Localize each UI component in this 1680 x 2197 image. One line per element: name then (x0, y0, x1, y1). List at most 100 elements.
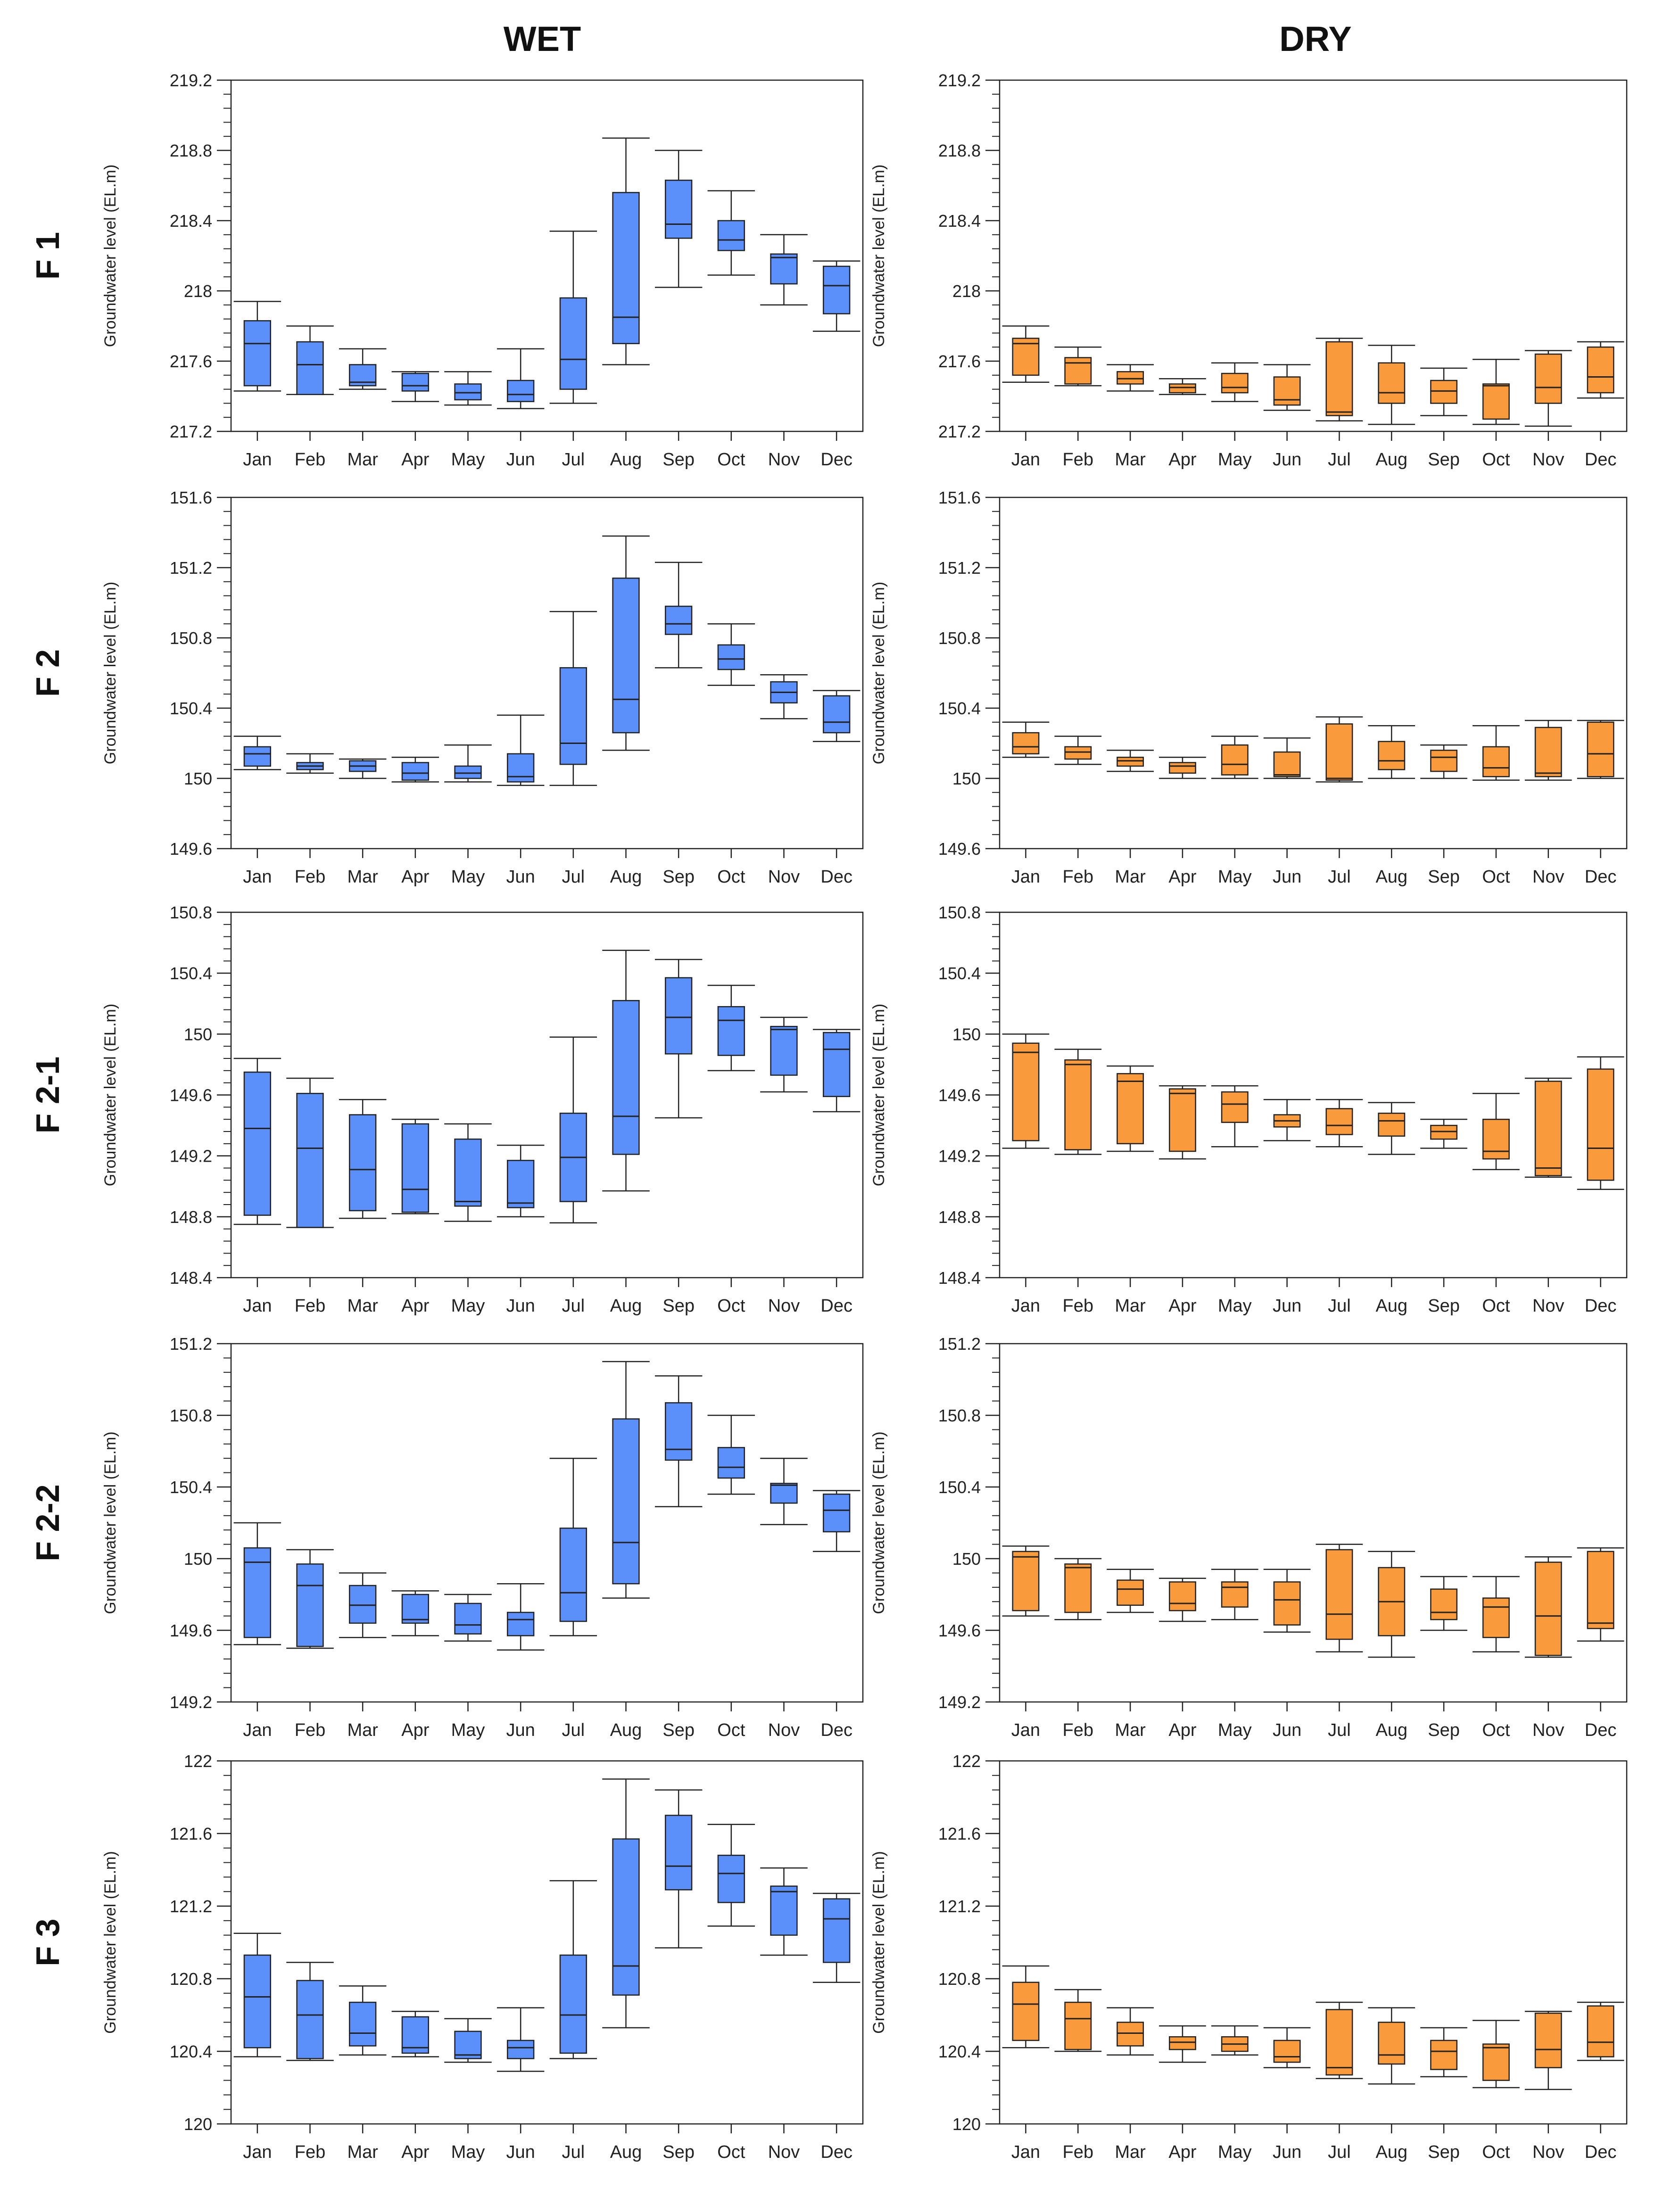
box-nov: Nov (1524, 1556, 1572, 1740)
y-tick-label: 122 (952, 1751, 981, 1771)
y-tick-label: 150.4 (170, 1478, 212, 1497)
iqr-box (1482, 746, 1510, 777)
box-aug: Aug (1368, 2007, 1415, 2162)
x-tick-label: Nov (768, 450, 800, 470)
box-jun: Jun (497, 1583, 545, 1740)
y-axis-label: Groundwater level (EL.m) (870, 1004, 888, 1186)
box-dec: Dec (812, 260, 861, 470)
box-jul: Jul (549, 1036, 597, 1316)
y-tick-label: 149.6 (938, 1621, 981, 1640)
x-tick-label: Aug (610, 1296, 642, 1316)
x-tick-label: May (1218, 1720, 1252, 1740)
y-tick-label: 148.4 (170, 1268, 212, 1288)
x-tick-label: Nov (1532, 1720, 1564, 1740)
x-tick-label: Dec (820, 867, 852, 887)
chart-f3-wet: 120 120.4 120.8 121.2 121.6 122 Groundwater le… (101, 1751, 864, 2162)
x-tick-label: Sep (1428, 1720, 1460, 1740)
box-jun: Jun (497, 714, 545, 887)
x-tick-label: Feb (1063, 1720, 1093, 1740)
x-tick-label: Jan (1011, 1720, 1040, 1740)
box-dec: Dec (1577, 2001, 1624, 2162)
row-label-5: F 3 (29, 1918, 66, 1966)
box-jan: Jan (1002, 325, 1050, 470)
y-tick-label: 150 (184, 1024, 212, 1044)
x-tick-label: Mar (347, 867, 378, 887)
x-tick-label: Dec (1585, 867, 1617, 887)
row-label-3: F 2-1 (29, 1057, 66, 1133)
x-tick-label: Dec (1585, 1720, 1617, 1740)
x-tick-label: Aug (610, 867, 642, 887)
iqr-box (243, 320, 272, 387)
x-tick-label: Aug (1375, 1296, 1407, 1316)
x-tick-label: Jan (1011, 2142, 1040, 2162)
box-jan: Jan (233, 1933, 281, 2162)
x-tick-label: Jul (562, 1296, 585, 1316)
iqr-box (507, 1611, 535, 1636)
x-tick-label: Apr (1168, 450, 1196, 470)
x-tick-label: Jan (243, 1296, 272, 1316)
y-tick-label: 121.2 (170, 1897, 212, 1916)
plot-frame (230, 496, 864, 850)
x-tick-label: May (1218, 867, 1252, 887)
iqr-box (454, 1138, 482, 1207)
x-tick-label: Jan (243, 2142, 272, 2162)
box-jan: Jan (233, 301, 281, 470)
iqr-box (1273, 1581, 1301, 1626)
iqr-box (1064, 746, 1092, 760)
box-mar: Mar (1107, 364, 1154, 470)
box-nov: Nov (760, 1016, 808, 1316)
x-tick-label: Nov (768, 1296, 800, 1316)
box-feb: Feb (286, 1077, 334, 1316)
x-tick-label: Aug (610, 2142, 642, 2162)
iqr-box (507, 753, 535, 783)
x-tick-label: Jun (1273, 450, 1301, 470)
box-jun: Jun (1263, 2027, 1311, 2162)
x-tick-label: Sep (662, 2142, 695, 2162)
iqr-box (1587, 1551, 1614, 1629)
box-mar: Mar (1107, 2007, 1154, 2162)
iqr-box (1430, 750, 1458, 772)
x-tick-label: May (1218, 2142, 1252, 2162)
y-tick-label: 120 (952, 2114, 981, 2134)
iqr-box (1273, 376, 1301, 406)
box-jul: Jul (1316, 2001, 1363, 2162)
x-tick-label: Sep (1428, 450, 1460, 470)
iqr-box (296, 341, 324, 396)
iqr-box (1012, 338, 1040, 376)
box-aug: Aug (1368, 725, 1415, 887)
chart-f2-1-dry: 148.4 148.8 149.2 149.6 150 150.4 150.8 Groundw… (870, 903, 1628, 1316)
box-feb: Feb (1054, 1558, 1102, 1740)
x-tick-label: Oct (717, 450, 745, 470)
x-tick-label: Jul (1328, 867, 1351, 887)
row-label-4: F 2-2 (29, 1484, 66, 1561)
x-tick-label: Oct (1482, 1720, 1510, 1740)
box-sep: Sep (1420, 1576, 1467, 1740)
iqr-box (559, 297, 587, 390)
y-tick-label: 120.4 (170, 2042, 212, 2061)
column-title-dry: DRY (1279, 19, 1352, 58)
box-feb: Feb (286, 1962, 334, 2162)
box-oct: Oct (1473, 725, 1520, 887)
y-tick-label: 217.6 (938, 352, 981, 371)
y-axis-label: Groundwater level (EL.m) (101, 1431, 119, 1614)
box-oct: Oct (707, 1414, 755, 1740)
y-tick-label: 218.8 (170, 141, 212, 160)
box-jan: Jan (233, 735, 281, 887)
chart-f2-2-wet: 149.2 149.6 150 150.4 150.8 151.2 Groundwater … (101, 1334, 864, 1740)
iqr-box (1325, 341, 1353, 416)
y-tick-label: 219.2 (938, 71, 981, 90)
y-tick-label: 149.6 (938, 1086, 981, 1105)
x-tick-label: Oct (1482, 450, 1510, 470)
iqr-box (823, 265, 851, 314)
x-tick-label: Feb (295, 867, 325, 887)
x-tick-label: May (1218, 450, 1252, 470)
x-tick-label: Feb (1063, 2142, 1093, 2162)
box-feb: Feb (286, 1549, 334, 1740)
box-jul: Jul (549, 611, 597, 887)
box-jul: Jul (549, 1457, 597, 1740)
iqr-box (1168, 762, 1196, 774)
iqr-box (296, 1093, 324, 1228)
x-tick-label: Mar (1115, 1296, 1146, 1316)
x-tick-label: Aug (1375, 2142, 1407, 2162)
iqr-box (770, 1483, 798, 1504)
